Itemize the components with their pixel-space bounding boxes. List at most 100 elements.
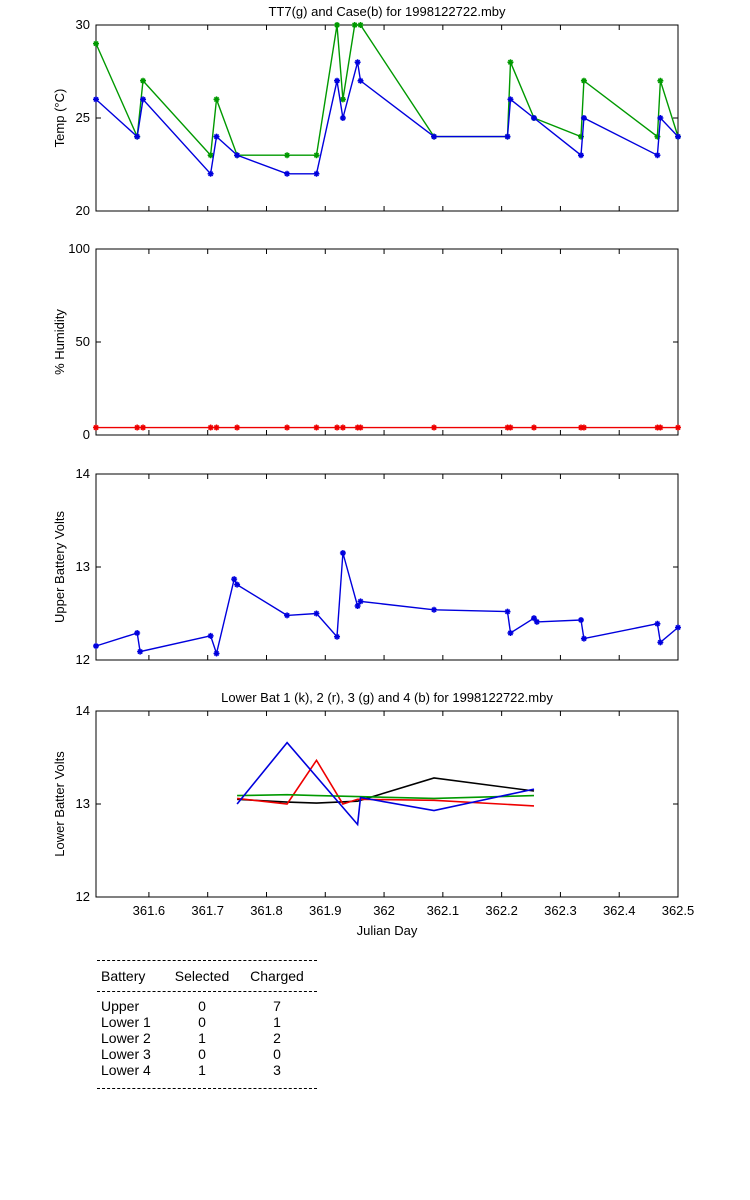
y-axis-label: % Humidity [52,309,67,375]
data-point [313,610,320,617]
data-point [93,424,99,431]
data-point [134,630,141,637]
data-point [284,152,291,159]
data-point [93,96,99,103]
plot-frame [95,24,679,212]
data-point [654,133,661,140]
data-point [213,650,220,657]
chart-title: TT7(g) and Case(b) for 1998122722.mby [268,4,506,19]
cell-charged: 1 [273,1014,281,1030]
data-point [530,115,537,121]
battery-charge-table: Battery Selected Charged Upper 0 7 Lower… [97,960,317,1089]
cell-charged: 3 [273,1062,281,1078]
data-point [654,152,661,159]
chart-title: Lower Bat 1 (k), 2 (r), 3 (g) and 4 (b) … [221,690,553,705]
data-point [134,424,141,431]
cell-battery: Lower 4 [101,1062,151,1078]
data-point [507,96,514,103]
cell-charged: 0 [273,1046,281,1062]
header-charged: Charged [250,968,304,984]
series-1 [93,22,681,159]
data-point [657,77,664,84]
data-point [530,424,537,431]
x-tick-label: 362.3 [544,903,577,918]
chart-panel-3: 12 13 14 Upper Battery Volts [52,466,681,667]
data-point [234,152,241,159]
cell-charged: 2 [273,1030,281,1046]
data-point [213,133,220,140]
table-row: Lower 4 1 3 [97,1062,317,1078]
series-1 [93,550,681,657]
data-point [507,424,514,431]
data-point [213,96,220,103]
series-1 [93,424,681,431]
data-point [654,620,661,627]
data-point [93,40,99,47]
table-row: Lower 1 0 1 [97,1014,317,1030]
cell-selected: 0 [198,998,206,1014]
data-point [339,115,346,121]
header-selected: Selected [174,968,230,984]
chart-panel-2: 0 50 100 % Humidity [52,241,681,442]
data-point [234,424,241,431]
series-line [95,552,679,657]
data-point [339,96,346,103]
data-point [334,424,341,431]
x-tick-label: 361.8 [250,903,283,918]
cell-battery: Lower 3 [101,1046,151,1062]
cell-battery: Lower 1 [101,1014,151,1030]
data-point [357,598,364,605]
data-point [213,424,220,431]
data-point [357,22,364,28]
series-1 [237,777,535,804]
data-point [207,424,214,431]
chart-panel-1: 20 25 30 TT7(g) and Case(b) for 1998122722.… [52,4,681,218]
data-point [137,648,144,655]
plot-frame [95,248,679,436]
x-tick-label: 361.6 [133,903,166,918]
y-tick-label: 0 [83,427,90,442]
data-point [657,424,664,431]
data-point [284,612,291,619]
data-point [675,133,681,140]
data-point [580,635,587,642]
table-top-divider [97,960,317,961]
table-row: Lower 2 1 2 [97,1030,317,1046]
cell-selected: 1 [198,1030,206,1046]
table-row: Upper 0 7 [97,998,317,1014]
data-point [339,424,346,431]
series-2 [93,59,681,177]
y-tick-label: 50 [76,334,90,349]
series-line [237,758,535,807]
series-line [95,62,679,176]
series-2 [237,758,535,807]
data-point [580,115,587,121]
x-axis-label: Julian Day [357,923,418,938]
series-line [237,777,535,804]
x-tick-label: 362.4 [603,903,636,918]
y-tick-label: 100 [68,241,90,256]
data-point [578,617,584,624]
table-header-divider [97,991,317,992]
data-point [207,152,214,159]
data-point [675,424,681,431]
header-battery: Battery [101,968,146,984]
data-point [134,133,141,140]
plot-frame [95,473,679,661]
data-point [675,624,681,631]
series-line [236,741,535,827]
data-point [140,96,147,103]
y-tick-label: 12 [76,889,90,904]
y-tick-label: 12 [76,652,90,667]
data-point [657,115,664,121]
x-tick-label: 361.9 [309,903,342,918]
data-point [504,133,511,140]
data-point [431,424,438,431]
series-line [95,24,679,157]
data-point [351,22,358,28]
table-row: Lower 3 0 0 [97,1046,317,1062]
data-point [533,618,540,625]
x-tick-label: 361.7 [191,903,224,918]
y-tick-label: 13 [76,559,90,574]
